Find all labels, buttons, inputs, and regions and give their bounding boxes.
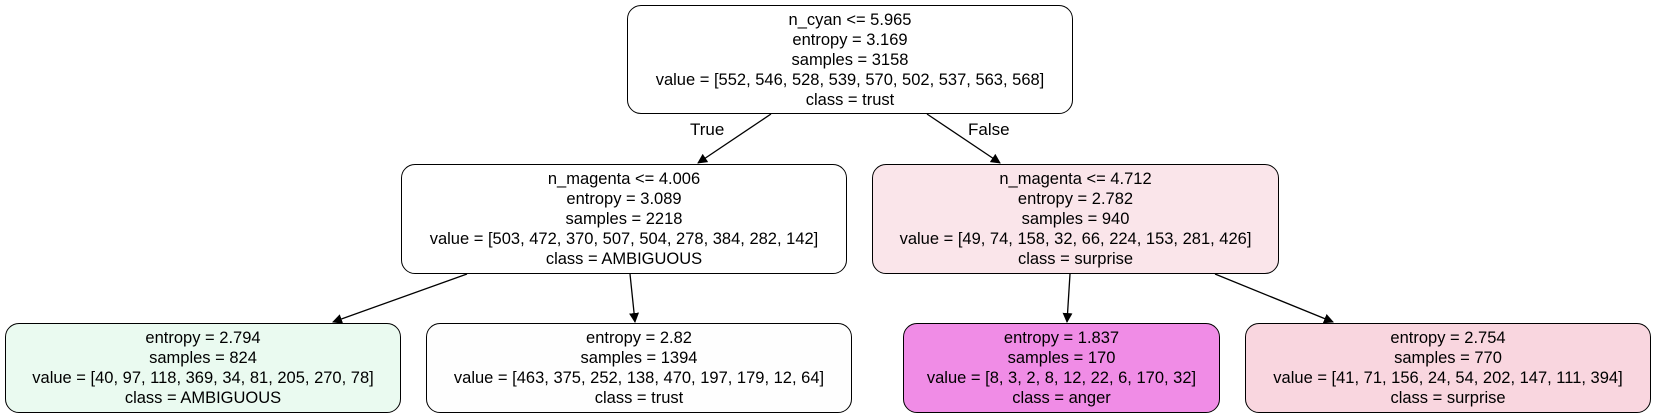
edge-label-false: False: [968, 120, 1010, 139]
node-split: n_magenta <= 4.712: [999, 170, 1152, 188]
node-right: n_magenta <= 4.712 entropy = 2.782 sampl…: [872, 164, 1279, 274]
edge-left-leafll: [332, 273, 468, 324]
leaf-left-left: entropy = 2.794 samples = 824 value = [4…: [5, 323, 401, 413]
node-class: class = surprise: [1017, 250, 1134, 268]
node-samples: samples = 3158: [791, 50, 909, 69]
node-samples: samples = 770: [1394, 349, 1502, 367]
node-value: value = [49, 74, 158, 32, 66, 224, 153, …: [899, 230, 1252, 248]
node-value: value = [8, 3, 2, 8, 12, 22, 6, 170, 32]: [926, 369, 1197, 387]
node-entropy: entropy = 2.754: [1390, 329, 1506, 347]
node-entropy: entropy = 2.82: [586, 329, 692, 347]
node-split: n_cyan <= 5.965: [788, 10, 912, 29]
node-samples: samples = 824: [149, 349, 257, 367]
edge-left-leaflr: [629, 273, 640, 323]
node-entropy: entropy = 3.169: [792, 30, 908, 49]
leaf-right-left: entropy = 1.837 samples = 170 value = [8…: [903, 323, 1220, 413]
node-samples: samples = 170: [1007, 349, 1116, 367]
edge-root-right: [926, 113, 1001, 164]
edge-right-leafrr: [1214, 273, 1334, 324]
edge-root-left: [697, 113, 772, 164]
node-value: value = [40, 97, 118, 369, 34, 81, 205, …: [32, 369, 374, 387]
node-value: value = [503, 472, 370, 507, 504, 278, 3…: [429, 230, 819, 248]
node-entropy: entropy = 3.089: [566, 190, 682, 208]
node-class: class = AMBIGUOUS: [124, 389, 282, 407]
edge-label-true: True: [690, 120, 725, 139]
node-split: n_magenta <= 4.006: [547, 170, 701, 188]
node-entropy: entropy = 1.837: [1003, 329, 1120, 347]
node-samples: samples = 1394: [580, 349, 698, 367]
leaf-right-right: entropy = 2.754 samples = 770 value = [4…: [1245, 323, 1651, 413]
node-left: n_magenta <= 4.006 entropy = 3.089 sampl…: [401, 164, 847, 274]
node-samples: samples = 940: [1021, 210, 1130, 228]
leaf-left-right: entropy = 2.82 samples = 1394 value = [4…: [426, 323, 852, 413]
node-class: class = trust: [805, 90, 895, 109]
node-entropy: entropy = 2.782: [1017, 190, 1134, 208]
node-value: value = [463, 375, 252, 138, 470, 197, 1…: [453, 369, 825, 387]
node-value: value = [552, 546, 528, 539, 570, 502, 5…: [655, 70, 1045, 89]
node-class: class = surprise: [1390, 389, 1506, 407]
node-entropy: entropy = 2.794: [145, 329, 261, 347]
node-samples: samples = 2218: [565, 210, 683, 228]
node-class: class = anger: [1012, 389, 1111, 407]
node-value: value = [41, 71, 156, 24, 54, 202, 147, …: [1273, 369, 1623, 387]
node-class: class = trust: [594, 389, 684, 407]
edge-right-leafrl: [1062, 273, 1073, 323]
node-root: n_cyan <= 5.965 entropy = 3.169 samples …: [627, 5, 1073, 114]
node-class: class = AMBIGUOUS: [545, 250, 703, 268]
